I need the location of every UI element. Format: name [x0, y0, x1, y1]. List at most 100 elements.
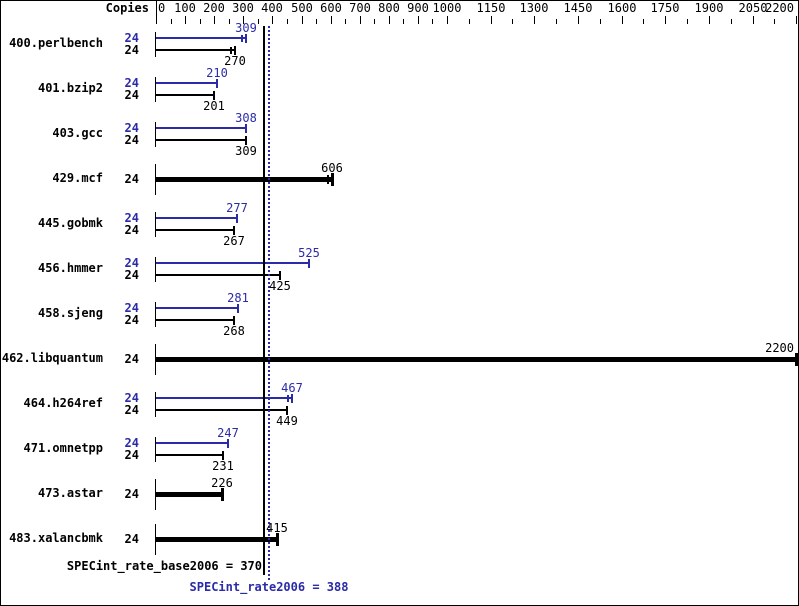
benchmark-label: 401.bzip2 [37, 81, 103, 95]
axis-tick-label: 900 [407, 1, 429, 15]
bar-left-terminus [155, 122, 156, 135]
peak-bar [156, 442, 228, 444]
bar-left-terminus [155, 164, 156, 195]
bar-run-mark [230, 47, 232, 54]
axis-major-tick [534, 16, 535, 24]
bar-end-cap [213, 91, 215, 100]
axis-major-tick [272, 16, 273, 24]
axis-minor-tick [403, 19, 404, 24]
bar-end-cap [795, 353, 798, 366]
base-value-label: 201 [203, 99, 225, 113]
peak-bar [156, 307, 238, 309]
copies-value: 24 [124, 391, 139, 405]
copies-value: 24 [124, 256, 139, 270]
bar-left-terminus [155, 224, 156, 237]
peak-value-label: 308 [235, 111, 257, 125]
copies-value: 24 [124, 31, 139, 45]
bar-end-cap [234, 46, 236, 55]
benchmark-label: 456.hmmer [37, 261, 103, 275]
bar-end-cap [221, 488, 224, 501]
axis-minor-tick [374, 19, 375, 24]
bar-left-terminus [155, 524, 156, 555]
peak-bar [156, 397, 292, 399]
peak-value-label: 281 [227, 291, 249, 305]
base-bar [156, 319, 234, 321]
bar-left-terminus [155, 314, 156, 327]
peak-bar [156, 217, 237, 219]
axis-major-tick [753, 16, 754, 24]
bar-end-cap [227, 439, 229, 448]
axis-tick-label: 1450 [563, 1, 593, 15]
bar-left-terminus [155, 257, 156, 270]
copies-value: 24 [124, 268, 139, 282]
axis-minor-tick [316, 19, 317, 24]
peak-rate-reference-line [268, 26, 270, 582]
bar-end-cap [237, 304, 239, 313]
axis-minor-tick [432, 19, 433, 24]
peak-bar [156, 82, 217, 84]
bar-end-cap [276, 533, 279, 546]
axis-tick-label: 1600 [607, 1, 637, 15]
peak-value-label: 467 [281, 381, 303, 395]
benchmark-label: 464.h264ref [23, 396, 103, 410]
copies-value: 24 [124, 301, 139, 315]
base-bar [156, 454, 223, 456]
single-value-label: 415 [266, 521, 288, 535]
benchmark-label: 403.gcc [52, 126, 103, 140]
spec-rate-base-result-label: SPECint_rate_base2006 = 370 [66, 559, 262, 573]
copies-value: 24 [124, 403, 139, 417]
bar-end-cap [291, 394, 293, 403]
benchmark-label: 462.libquantum [1, 351, 103, 365]
bar-end-cap [236, 214, 238, 223]
axis-major-tick [491, 16, 492, 24]
copies-value: 24 [124, 211, 139, 225]
axis-major-tick [185, 16, 186, 24]
copies-value: 24 [124, 133, 139, 147]
bar-left-terminus [155, 44, 156, 57]
bar-end-cap [222, 451, 224, 460]
benchmark-label: 400.perlbench [9, 36, 103, 50]
copies-column-header: Copies [105, 1, 149, 15]
base-bar [156, 49, 235, 51]
peak-bar [156, 262, 309, 264]
base-bar [156, 139, 246, 141]
benchmark-label: 471.omnetpp [23, 441, 103, 455]
copies-value: 24 [124, 436, 139, 450]
single-bar [156, 537, 277, 542]
axis-tick-label: 1150 [476, 1, 506, 15]
copies-value: 24 [124, 172, 139, 186]
bar-end-cap [308, 259, 310, 268]
bar-run-mark [327, 175, 329, 184]
axis-major-tick [796, 16, 797, 24]
copies-value: 24 [124, 487, 139, 501]
axis-tick-label: 300 [232, 1, 254, 15]
bar-end-cap [245, 136, 247, 145]
benchmark-label: 458.sjeng [37, 306, 103, 320]
base-value-label: 425 [269, 279, 291, 293]
axis-tick-label: 0 [158, 1, 166, 15]
axis-major-tick [665, 16, 666, 24]
bar-left-terminus [155, 344, 156, 375]
bar-run-mark [241, 35, 243, 42]
base-bar [156, 229, 234, 231]
axis-minor-tick [643, 19, 644, 24]
axis-minor-tick [469, 19, 470, 24]
axis-tick-label: 800 [378, 1, 400, 15]
bar-end-cap [279, 271, 281, 280]
single-value-label: 606 [321, 161, 343, 175]
peak-value-label: 247 [217, 426, 239, 440]
axis-minor-tick [200, 19, 201, 24]
axis-tick-label: 200 [203, 1, 225, 15]
single-value-label: 226 [211, 476, 233, 490]
benchmark-label: 429.mcf [52, 171, 103, 185]
bar-left-terminus [155, 269, 156, 282]
axis-tick-label: 500 [291, 1, 313, 15]
base-rate-reference-line [263, 26, 265, 575]
axis-major-tick [243, 16, 244, 24]
axis-major-tick [389, 16, 390, 24]
copies-value: 24 [124, 76, 139, 90]
bar-end-cap [286, 406, 288, 415]
axis-tick-label: 1000 [432, 1, 462, 15]
axis-minor-tick [687, 19, 688, 24]
